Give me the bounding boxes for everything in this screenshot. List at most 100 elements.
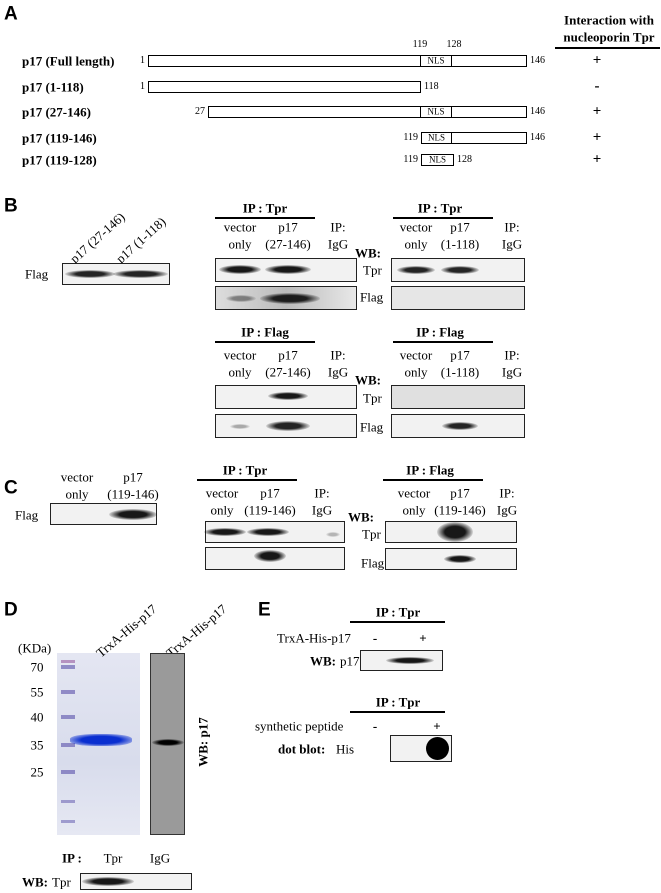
blot — [215, 414, 357, 438]
lane-label: IgG — [501, 364, 523, 380]
ip-label: IP : Tpr — [222, 462, 268, 478]
underline — [350, 711, 445, 713]
underline — [383, 479, 483, 481]
nls-label: NLS — [427, 55, 445, 66]
lane-label: vector — [205, 485, 239, 501]
ladder-band — [61, 743, 75, 747]
lane-label: IP: — [330, 347, 346, 363]
band — [386, 656, 434, 664]
lane-label: (119-146) — [107, 486, 159, 502]
lane-label: p17 — [123, 469, 143, 485]
row-label: synthetic peptide — [255, 718, 344, 734]
sign: + — [433, 718, 441, 734]
construct-bar — [148, 55, 527, 67]
ladder-band — [61, 770, 75, 774]
residue-start: 27 — [195, 106, 205, 117]
band — [112, 270, 168, 278]
lane-label: p17 — [450, 347, 470, 363]
lane-label: IgG — [327, 236, 349, 252]
blot — [391, 385, 525, 409]
band — [268, 392, 308, 400]
lane-label: IP: — [314, 485, 330, 501]
sign: + — [419, 630, 427, 646]
nls-label: NLS — [428, 154, 447, 165]
lane-label: only — [404, 364, 428, 380]
lane-label: p17 — [260, 485, 280, 501]
ladder-band — [61, 690, 75, 694]
band — [444, 555, 476, 563]
row-label: Tpr — [362, 526, 381, 542]
panel-label: E — [258, 599, 271, 621]
lane-label: only — [228, 236, 252, 252]
nls-box — [420, 55, 452, 67]
underline — [393, 341, 493, 343]
row-label: Tpr — [363, 262, 382, 278]
band — [437, 522, 473, 542]
lane-label: vector — [223, 219, 257, 235]
underline — [215, 341, 315, 343]
residue-end: 146 — [530, 55, 545, 66]
panel-label: D — [4, 599, 18, 621]
lane-label: vector — [397, 485, 431, 501]
band — [326, 531, 340, 537]
interaction-result: + — [592, 151, 602, 168]
marker-label: 40 — [30, 709, 44, 725]
band — [397, 266, 435, 274]
row-label: His — [336, 741, 355, 757]
lane-label: (119-146) — [244, 502, 296, 518]
wb-label: WB: — [348, 509, 374, 525]
residue-start: 1 — [140, 81, 145, 92]
lane-label: vector — [399, 219, 433, 235]
residue-end: 118 — [424, 81, 439, 92]
lane-label: (1-118) — [440, 236, 480, 252]
nls-box — [420, 106, 452, 118]
wb-label: WB: p17 — [195, 717, 211, 767]
wb-label: WB: — [355, 245, 381, 261]
band — [247, 528, 289, 536]
lane-label: only — [228, 364, 252, 380]
marker-label: 35 — [30, 737, 44, 753]
residue-end: 146 — [530, 106, 545, 117]
ip-label: IP : Flag — [241, 324, 289, 340]
ladder-band — [61, 665, 75, 669]
protein-band — [70, 734, 132, 746]
residue-start: 119 — [403, 132, 418, 143]
dot — [426, 737, 449, 760]
lane-label: IP: — [499, 485, 515, 501]
ladder-band — [61, 800, 75, 803]
blot — [391, 286, 525, 310]
wb-label: dot blot: — [278, 741, 326, 757]
interaction-result: + — [592, 52, 602, 69]
panel-label: B — [4, 195, 18, 217]
construct-name: p17 (1-118) — [22, 79, 84, 95]
ip-label: IP : Tpr — [242, 200, 288, 216]
band — [109, 508, 157, 520]
band — [204, 528, 246, 536]
lane-label: only — [404, 236, 428, 252]
row-label: Flag — [360, 289, 384, 305]
column-header: nucleoporin Tpr — [563, 29, 655, 45]
lane-label: IgG — [327, 364, 349, 380]
residue-end: 146 — [530, 132, 545, 143]
row-label: Flag — [25, 266, 49, 282]
lane-label: p17 — [450, 219, 470, 235]
sign: - — [372, 630, 378, 646]
band — [152, 738, 184, 746]
lane-label: (27-146) — [265, 236, 311, 252]
band — [441, 266, 479, 274]
row-label: Tpr — [363, 390, 382, 406]
ladder-band — [61, 715, 75, 719]
band — [65, 270, 115, 278]
band — [266, 421, 310, 431]
lane-label: IgG — [496, 502, 518, 518]
marker-label: 55 — [30, 684, 44, 700]
ip-label: IP : Flag — [406, 462, 454, 478]
construct-name: p17 (119-146) — [22, 130, 97, 146]
underline — [555, 47, 660, 49]
wb-label: WB: — [310, 653, 336, 669]
ladder-band — [61, 660, 75, 663]
row-label: TrxA-His-p17 — [277, 630, 351, 646]
underline — [197, 479, 297, 481]
ip-label: IP : Tpr — [375, 694, 421, 710]
marker-label: 25 — [30, 764, 44, 780]
